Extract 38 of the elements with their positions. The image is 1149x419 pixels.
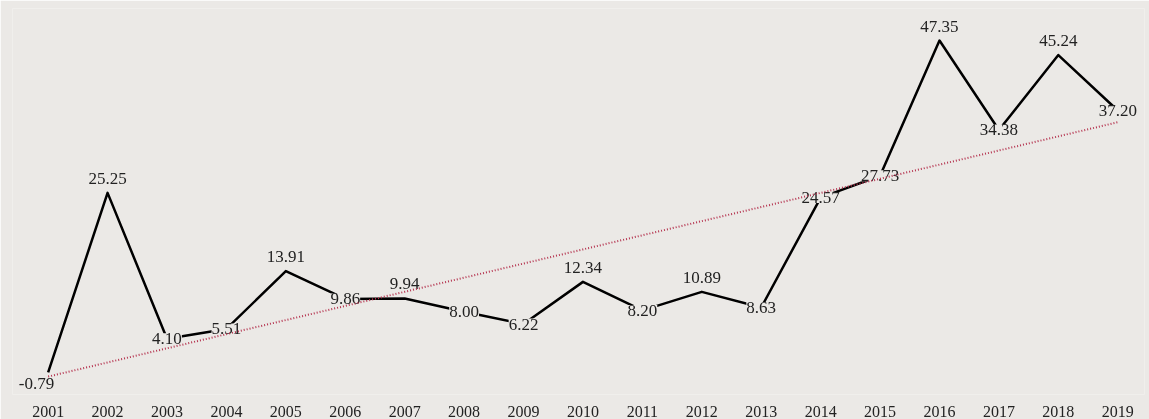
x-tick-label: 2014 (804, 402, 837, 419)
x-tick-label: 2012 (685, 402, 718, 419)
data-label: 47.35 (920, 16, 959, 36)
x-tick-label: 2009 (507, 402, 540, 419)
data-label: 12.34 (563, 257, 603, 277)
x-tick-label: 2003 (151, 402, 183, 419)
data-label: 8.00 (449, 302, 479, 322)
data-label: 10.89 (682, 267, 721, 287)
data-label: 8.20 (627, 300, 658, 320)
x-tick-label: 2006 (329, 402, 362, 419)
data-label: 4.10 (152, 329, 182, 349)
data-label: 24.57 (801, 188, 841, 208)
x-tick-label: 2013 (745, 402, 778, 419)
data-label: 45.24 (1039, 31, 1078, 51)
data-label: 9.94 (389, 274, 421, 294)
data-label: 25.25 (88, 168, 127, 188)
data-label: 27.73 (860, 166, 900, 186)
x-tick-label: 2011 (626, 402, 659, 419)
data-label: 8.63 (746, 297, 777, 317)
data-label: 6.22 (508, 314, 539, 334)
data-label: 37.20 (1098, 101, 1137, 121)
x-tick-label: 2010 (566, 402, 599, 419)
x-tick-label: 2002 (91, 402, 124, 419)
x-tick-label: 2007 (388, 402, 421, 419)
data-label: 5.51 (211, 319, 242, 339)
x-tick-label: 2017 (982, 402, 1015, 419)
data-label: 9.86 (330, 289, 361, 309)
data-label: 34.38 (979, 120, 1019, 140)
x-tick-label: 2016 (923, 402, 956, 419)
x-tick-label: 2019 (1101, 402, 1134, 419)
x-tick-label: 2018 (1042, 402, 1075, 419)
data-label: 13.91 (266, 247, 305, 267)
x-tick-label: 2015 (864, 402, 897, 419)
x-tick-label: 2008 (448, 402, 481, 419)
x-tick-label: 2004 (210, 402, 243, 419)
x-tick-label: 2001 (32, 402, 65, 419)
data-label: -0.79 (18, 374, 55, 394)
x-tick-label: 2005 (269, 402, 302, 419)
